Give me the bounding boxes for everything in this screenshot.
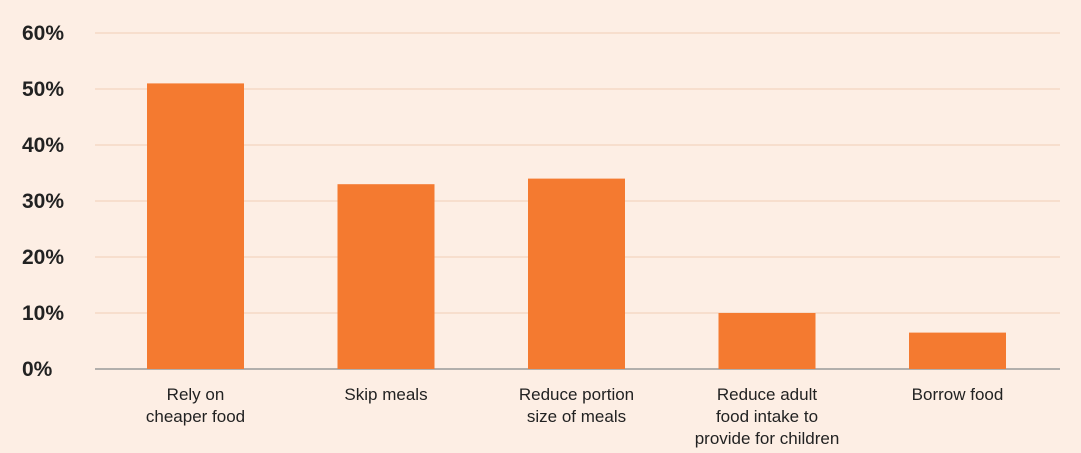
x-tick-label-line: Borrow food <box>912 385 1004 404</box>
bar <box>337 184 435 369</box>
bar <box>528 178 625 369</box>
y-axis-ticks: 0% 10% 20% 30% 40% 50% 60% <box>22 22 64 381</box>
x-tick-label: Reduce adult food intake to provide for ch… <box>695 385 840 448</box>
y-tick-label: 60% <box>22 22 64 45</box>
y-tick-label: 0% <box>22 358 53 381</box>
y-tick-label: 10% <box>22 302 64 325</box>
bar <box>718 313 816 369</box>
bars <box>147 83 1006 370</box>
bar <box>909 332 1006 369</box>
bar <box>147 83 244 370</box>
x-tick-label-line: Reduce portion <box>519 385 634 404</box>
x-tick-label-line: food intake to <box>716 407 818 426</box>
y-tick-label: 40% <box>22 134 64 157</box>
x-tick-label: Reduce portion size of meals <box>519 385 634 426</box>
x-tick-label: Skip meals <box>344 385 427 404</box>
x-tick-label: Borrow food <box>912 385 1004 404</box>
x-tick-label-line: cheaper food <box>146 407 245 426</box>
y-tick-label: 20% <box>22 246 64 269</box>
y-tick-label: 50% <box>22 78 64 101</box>
x-tick-label-line: Reduce adult <box>717 385 817 404</box>
x-tick-label-line: size of meals <box>527 407 626 426</box>
grid-layer <box>95 32 1060 370</box>
x-tick-label-line: provide for children <box>695 429 840 448</box>
x-axis-ticks: Rely on cheaper food Skip meals Reduce port… <box>146 385 1003 448</box>
y-tick-label: 30% <box>22 190 64 213</box>
x-tick-label-line: Skip meals <box>344 385 427 404</box>
x-tick-label: Rely on cheaper food <box>146 385 245 426</box>
x-tick-label-line: Rely on <box>167 385 225 404</box>
